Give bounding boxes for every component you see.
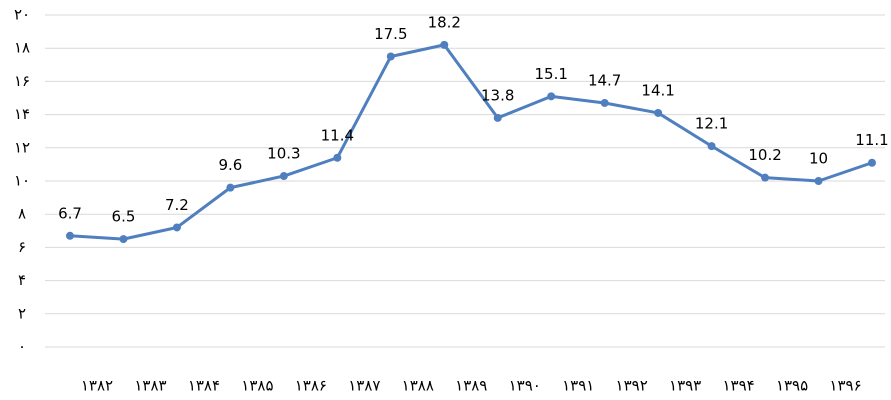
data-label: 10.3 bbox=[267, 145, 300, 163]
marker bbox=[814, 177, 823, 185]
data-label: 10.2 bbox=[748, 146, 781, 164]
x-tick-label: ۱۳۹۱ bbox=[562, 377, 594, 395]
x-tick-label: ۱۳۸۸ bbox=[402, 377, 434, 395]
data-label: 9.6 bbox=[218, 156, 242, 174]
data-label: 17.5 bbox=[374, 25, 407, 43]
data-label: 11.1 bbox=[855, 131, 888, 149]
marker bbox=[707, 142, 716, 151]
marker bbox=[66, 231, 74, 240]
marker bbox=[493, 113, 502, 122]
marker bbox=[172, 223, 181, 232]
x-tick-label: ۱۳۹۰ bbox=[509, 377, 541, 395]
marker bbox=[547, 92, 556, 101]
marker bbox=[868, 158, 876, 167]
x-tick-label: ۱۳۸۳ bbox=[134, 377, 166, 395]
x-tick-label: ۱۳۸۶ bbox=[295, 377, 327, 395]
data-label: 6.7 bbox=[58, 204, 82, 222]
marker bbox=[440, 40, 449, 49]
y-tick-label: ۶ bbox=[18, 238, 26, 256]
data-label: 14.7 bbox=[588, 71, 621, 89]
marker bbox=[654, 108, 663, 117]
y-tick-label: ۱۶ bbox=[14, 72, 30, 90]
y-tick-label: ۸ bbox=[18, 205, 26, 223]
marker bbox=[119, 235, 128, 244]
marker bbox=[226, 183, 235, 192]
y-tick-label: ۲۰ bbox=[14, 6, 30, 24]
x-tick-label: ۱۳۸۲ bbox=[81, 377, 113, 395]
marker bbox=[761, 173, 770, 182]
x-tick-label: ۱۳۹۴ bbox=[722, 377, 754, 395]
data-label: 14.1 bbox=[641, 81, 674, 99]
y-tick-label: ۱۸ bbox=[14, 39, 30, 57]
x-tick-label: ۱۳۸۵ bbox=[241, 377, 273, 395]
y-tick-label: ۱۴ bbox=[14, 105, 30, 123]
data-label: 12.1 bbox=[695, 115, 728, 133]
y-tick-label: ۴ bbox=[18, 271, 26, 289]
y-tick-label: ۰ bbox=[18, 338, 26, 356]
data-label: 7.2 bbox=[165, 196, 189, 214]
y-tick-label: ۲ bbox=[18, 304, 26, 322]
x-tick-label: ۱۳۸۷ bbox=[348, 377, 380, 395]
x-tick-label: ۱۳۹۵ bbox=[776, 377, 808, 395]
data-label: 10 bbox=[809, 150, 828, 168]
y-tick-label: ۱۰ bbox=[14, 172, 30, 190]
marker bbox=[279, 172, 288, 181]
marker bbox=[386, 52, 395, 61]
x-tick-label: ۱۳۹۲ bbox=[616, 377, 648, 395]
data-label: 18.2 bbox=[428, 13, 461, 31]
marker bbox=[333, 153, 342, 162]
data-label: 6.5 bbox=[112, 208, 136, 226]
data-label: 15.1 bbox=[534, 65, 567, 83]
marker bbox=[600, 98, 609, 107]
y-tick-label: ۱۲ bbox=[14, 138, 30, 156]
x-tick-label: ۱۳۹۶ bbox=[829, 377, 861, 395]
data-label: 13.8 bbox=[481, 86, 514, 104]
x-tick-label: ۱۳۸۴ bbox=[188, 377, 220, 395]
line bbox=[69, 43, 873, 241]
data-label: 11.4 bbox=[321, 126, 354, 144]
x-tick-label: ۱۳۹۳ bbox=[669, 377, 701, 395]
x-tick-label: ۱۳۸۹ bbox=[455, 377, 487, 395]
